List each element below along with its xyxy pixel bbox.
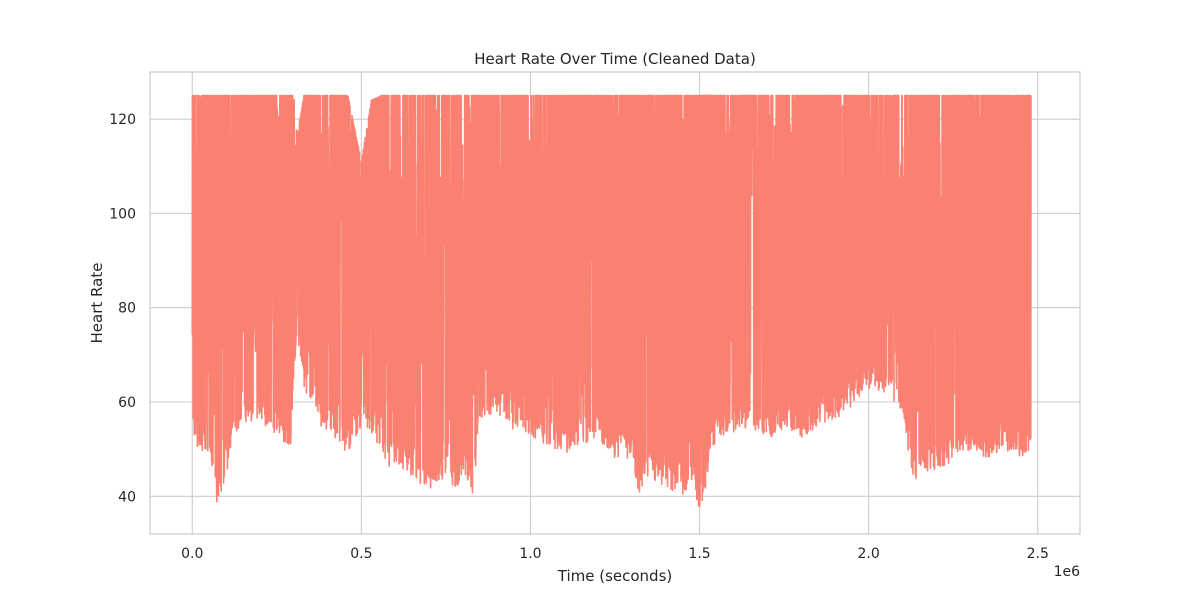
y-tick-label: 80 [118, 301, 136, 317]
x-tick-label: 0.0 [181, 546, 203, 562]
x-tick-label: 2.5 [1027, 546, 1049, 562]
x-offset-label: 1e6 [1054, 564, 1081, 580]
chart-title: Heart Rate Over Time (Cleaned Data) [474, 50, 756, 68]
y-tick-labels: 40 60 80 100 120 [109, 112, 136, 505]
x-tick-label: 2.0 [858, 546, 880, 562]
x-tick-label: 0.5 [350, 546, 372, 562]
y-tick-label: 120 [109, 112, 136, 128]
x-axis-label: Time (seconds) [557, 567, 673, 585]
series-layer [191, 94, 1032, 508]
y-tick-label: 40 [118, 489, 136, 505]
series-line-heart-rate [191, 94, 1032, 508]
y-tick-label: 100 [109, 206, 136, 222]
x-tick-label: 1.5 [688, 546, 710, 562]
y-axis-label: Heart Rate [88, 263, 106, 344]
x-tick-label: 1.0 [519, 546, 541, 562]
x-tick-labels: 0.0 0.5 1.0 1.5 2.0 2.5 [181, 546, 1049, 562]
y-tick-label: 60 [118, 395, 136, 411]
plot-frame [149, 71, 1081, 535]
